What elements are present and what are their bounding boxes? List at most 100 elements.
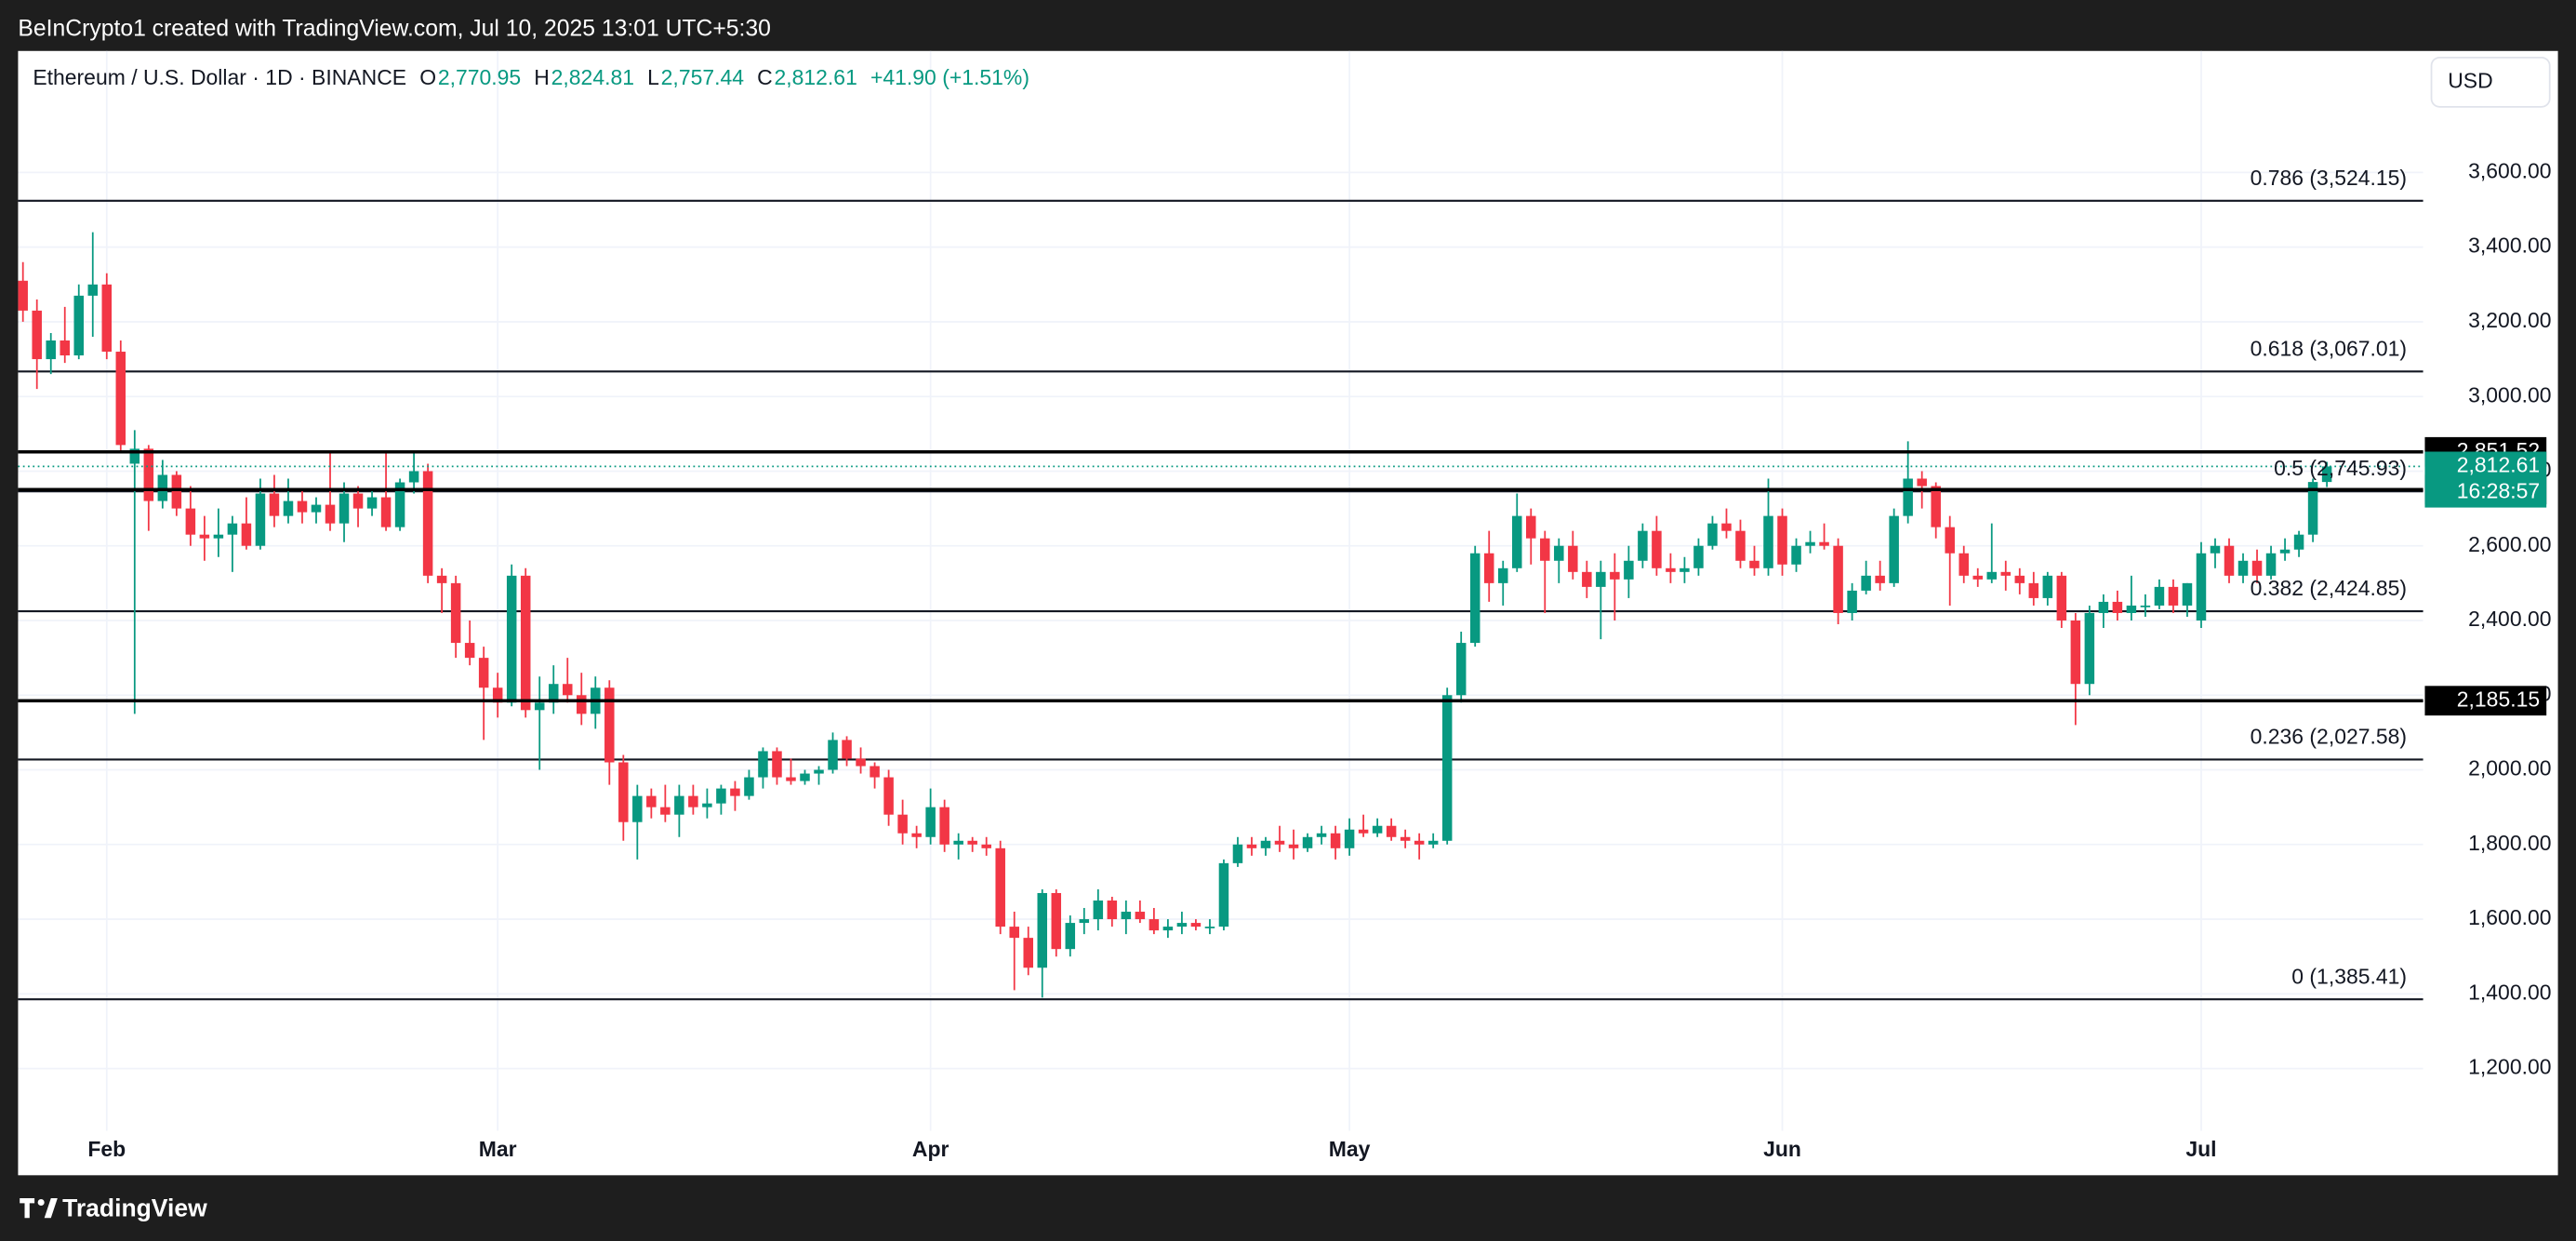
candle-body (436, 575, 447, 583)
price-level-label: 2,185.15 (2457, 687, 2540, 711)
candle-body (1288, 844, 1299, 848)
candle-body (311, 504, 322, 513)
x-tick-label: Mar (479, 1137, 517, 1161)
ohlc-key: H (534, 65, 550, 89)
candle-body (2210, 545, 2221, 554)
candle-body (241, 523, 252, 546)
candle-body (171, 474, 182, 509)
candle-body (814, 769, 824, 774)
currency-label[interactable]: USD (2448, 68, 2492, 92)
candle-body (953, 840, 963, 845)
x-tick-label: Jul (2185, 1137, 2216, 1161)
candle-body (744, 777, 754, 796)
candle-body (1554, 545, 1564, 561)
fib-label: 0.786 (3,524.15) (2251, 166, 2407, 190)
candle-body (2279, 549, 2291, 554)
candle-body (1414, 840, 1425, 845)
candle-body (2042, 575, 2053, 598)
candle-body (1791, 545, 1801, 565)
candle-body (2028, 582, 2039, 598)
candle-body (674, 795, 684, 815)
ohlc-value: 2,770.95 (438, 65, 521, 89)
candle-body (548, 684, 559, 703)
candle-body (800, 773, 810, 781)
candle-body (1693, 545, 1704, 568)
candle-body (1218, 862, 1229, 927)
candle-body (1386, 825, 1397, 837)
footer-logo-text: TradingView (62, 1194, 207, 1221)
candle-body (1302, 836, 1313, 848)
candle-body (506, 575, 517, 703)
y-tick-label: 3,200.00 (2468, 308, 2551, 332)
candle-body (1945, 527, 1955, 554)
candle-body (2112, 601, 2123, 613)
candle-body (1596, 571, 1606, 587)
candle-body (352, 493, 364, 509)
candle-body (1107, 900, 1118, 920)
y-tick-label: 1,400.00 (2468, 980, 2551, 1004)
candle-body (2098, 601, 2109, 613)
candle-body (1274, 840, 1285, 845)
change-label: +41.90 (+1.51%) (870, 65, 1029, 89)
candle-body (828, 740, 838, 770)
candle-body (842, 740, 852, 759)
logo-mark (20, 1198, 35, 1219)
fib-label: 0.618 (3,067.01) (2251, 336, 2407, 360)
ohlc-key: O (419, 65, 436, 89)
candle-body (897, 814, 908, 834)
y-tick-label: 3,000.00 (2468, 382, 2551, 407)
candle-body (1903, 478, 1913, 516)
candle-body (478, 658, 489, 688)
y-tick-label: 1,200.00 (2468, 1055, 2551, 1079)
candle-body (143, 448, 154, 501)
candle-body (213, 534, 224, 539)
candle-body (1986, 571, 1998, 580)
candle-body (1344, 829, 1355, 848)
candle-body (1889, 515, 1899, 583)
fib-label: 0.236 (2,027.58) (2251, 725, 2407, 749)
fib-label: 0 (1,385.41) (2291, 964, 2407, 988)
candle-body (269, 493, 280, 516)
candle-body (2293, 534, 2304, 550)
ohlc-key: L (647, 65, 659, 89)
candle-body (981, 844, 991, 848)
candle-body (60, 340, 70, 356)
footer-logo (20, 1198, 58, 1219)
y-tick-label: 2,600.00 (2468, 532, 2551, 556)
chart-title: Ethereum / U.S. Dollar · 1D · BINANCE (33, 65, 406, 89)
ohlc-value: 2,824.81 (551, 65, 634, 89)
candle-body (1135, 912, 1146, 920)
candle-body (520, 575, 531, 711)
candle-body (1441, 695, 1453, 841)
candle-body (1861, 575, 1871, 591)
candle-body (772, 751, 782, 778)
x-tick-label: Apr (912, 1137, 949, 1161)
candle-body (283, 500, 294, 516)
y-tick-label: 1,800.00 (2468, 831, 2551, 855)
candle-body (1680, 567, 1690, 572)
candle-body (702, 803, 712, 807)
candle-body (1624, 560, 1634, 580)
candle-body (1400, 836, 1411, 841)
candle-body (1093, 900, 1104, 920)
currency-button[interactable] (2430, 56, 2551, 108)
candle-body (255, 493, 266, 546)
candle-body (758, 751, 768, 778)
candle-body (1455, 643, 1467, 696)
logo-slash (44, 1198, 58, 1219)
candle-body (995, 847, 1005, 927)
candle-body (1666, 567, 1676, 572)
candle-body (339, 493, 350, 524)
candle-body (366, 497, 378, 509)
candle-body (1121, 912, 1132, 920)
candle-body (925, 807, 936, 837)
last-price-box (2424, 451, 2547, 508)
candle-body (1652, 530, 1662, 568)
candle-body (73, 295, 85, 356)
y-tick-label: 1,600.00 (2468, 905, 2551, 929)
price-level-box (2424, 686, 2547, 716)
candle-body (1372, 825, 1383, 834)
y-tick-label: 2,400.00 (2468, 607, 2551, 631)
candle-body (1051, 892, 1062, 950)
